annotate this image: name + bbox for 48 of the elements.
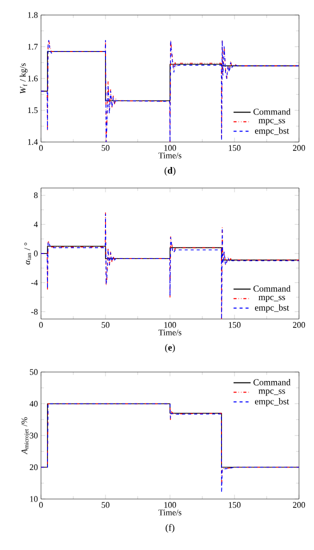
text: (e)	[165, 344, 175, 353]
y-tick-label: 1.7	[28, 44, 38, 50]
x-tick-label: 0	[39, 502, 43, 508]
y-tick-label: 8	[34, 192, 38, 198]
y-tick-label: 50	[30, 369, 38, 375]
legend-label: Command	[254, 379, 291, 386]
legend-label: mpc_ss	[258, 390, 286, 396]
y-tick-label: -8	[31, 308, 38, 315]
x-tick-label: 50	[102, 502, 110, 508]
y-tick-label: 1.8	[28, 12, 38, 18]
x-tick-label: 50	[102, 145, 110, 151]
y-tick-label: 1.4	[28, 139, 38, 145]
legend-label: mpc_ss	[258, 296, 286, 302]
y-tick-label: 30	[30, 432, 38, 438]
x-tick-label: 150	[228, 145, 241, 151]
y-tick-label: 4	[34, 222, 38, 228]
legend-label: empc_bst	[254, 398, 290, 406]
y-axis-title: W$_{f}$ / kg/s	[20, 63, 28, 94]
y-tick-label: 20	[30, 464, 38, 470]
x-axis-title: Time/s	[158, 510, 182, 516]
x-tick-label: 200	[293, 145, 306, 151]
x-tick-label: 0	[39, 145, 43, 151]
x-tick-label: 100	[164, 145, 176, 151]
y-tick-label: 1.6	[28, 76, 38, 82]
x-tick-label: 50	[102, 322, 110, 328]
y-tick-label: 0	[34, 250, 38, 256]
x-tick-label: 200	[293, 322, 306, 328]
x-tick-label: 100	[164, 322, 176, 328]
legend-label: empc_bst	[254, 304, 290, 313]
y-tick-label: 1.5	[28, 107, 38, 114]
y-tick-label: 10	[30, 496, 38, 502]
x-axis-title: Time/s	[158, 152, 182, 158]
text: (f)	[166, 524, 174, 533]
legend-label: empc_bst	[254, 127, 290, 136]
x-tick-label: 150	[228, 502, 241, 508]
y-axis-title: α$_{tan}$ / °	[24, 242, 32, 264]
y-axis-title: A$_{microjet}$ /%	[22, 417, 30, 455]
y-tick-label: 40	[30, 400, 38, 407]
text: (d)	[164, 167, 176, 176]
x-tick-label: 100	[164, 502, 176, 508]
y-tick-label: -4	[31, 280, 38, 286]
x-tick-label: 0	[39, 322, 43, 328]
legend-label: Command	[254, 108, 291, 115]
x-axis-title: Time/s	[158, 330, 182, 336]
x-tick-label: 150	[228, 322, 241, 328]
x-tick-label: 200	[293, 502, 306, 508]
legend-label: mpc_ss	[258, 118, 286, 126]
legend-label: Command	[254, 285, 291, 292]
